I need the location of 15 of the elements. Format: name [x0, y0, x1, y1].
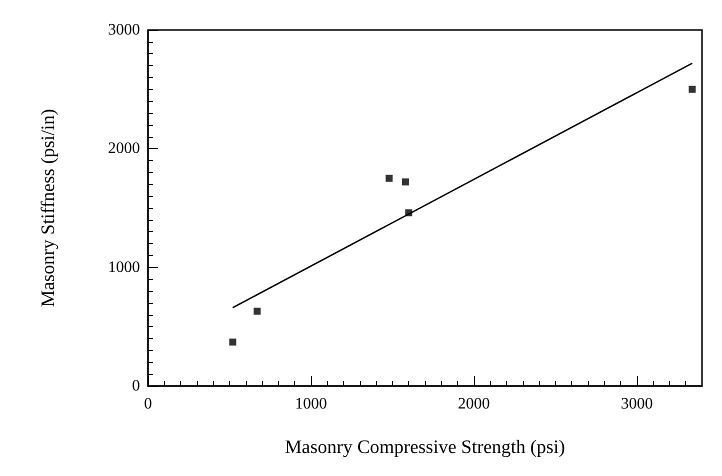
x-axis-title: Masonry Compressive Strength (psi) [284, 437, 566, 458]
y-tick-label: 3000 [108, 22, 140, 38]
point [229, 338, 236, 346]
x-tick-label: 0 [144, 396, 152, 412]
point [386, 174, 393, 182]
x-tick-label: 2000 [458, 396, 490, 412]
y-tick-label: 0 [132, 378, 140, 394]
point [688, 86, 696, 93]
y-tick-label: 1000 [108, 258, 140, 276]
x-tick-label: 3000 [620, 396, 653, 412]
y-axis-title: Masonry Stiffness (psi/in) [38, 108, 59, 308]
x-tick-label: 1000 [294, 396, 327, 412]
y-tick-label: 2000 [108, 140, 140, 158]
point [402, 178, 409, 186]
point [254, 308, 261, 315]
